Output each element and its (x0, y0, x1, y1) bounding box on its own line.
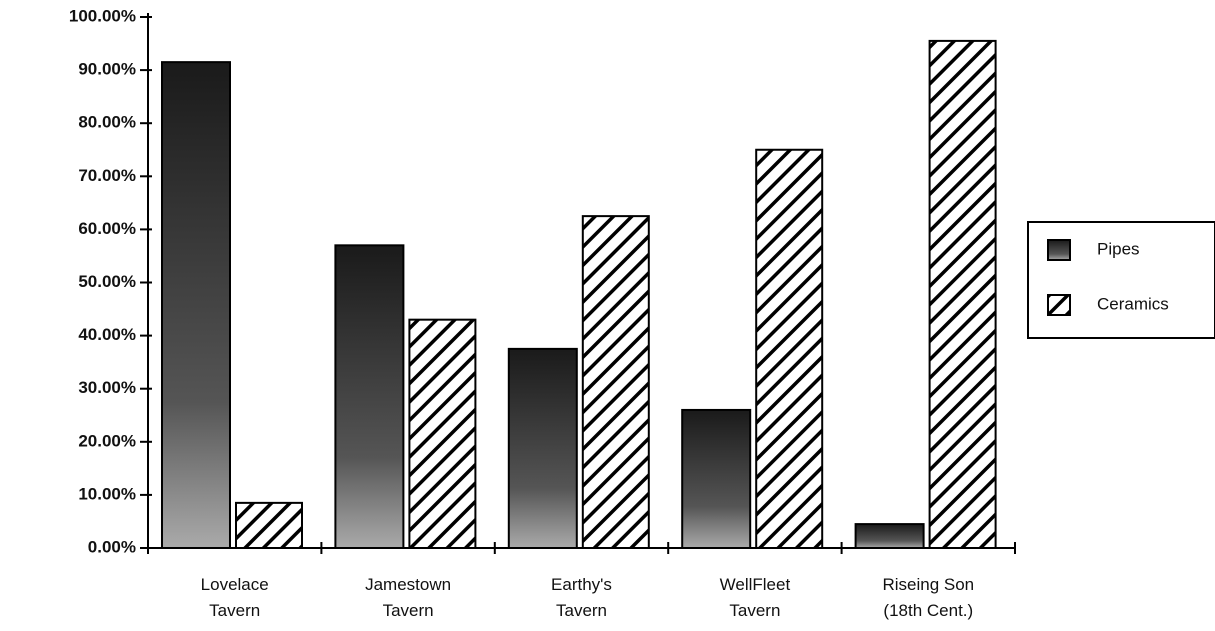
bar (334, 244, 405, 550)
x-tick-line: (18th Cent.) (883, 601, 973, 620)
x-tick-line: Tavern (729, 601, 780, 620)
x-tick-line: Jamestown (365, 575, 451, 594)
y-tick-label: 30.00% (78, 378, 136, 397)
x-tick-label: WellFleet Tavern (720, 575, 791, 620)
y-tick-label: 20.00% (78, 431, 136, 450)
x-tick-label: Riseing Son (18th Cent.) (882, 575, 974, 620)
y-tick-label: 40.00% (78, 325, 136, 344)
y-tick-label: 50.00% (78, 272, 136, 291)
bar (755, 148, 824, 549)
y-tick-label: 100.00% (69, 6, 136, 25)
x-tick-line: Earthy's (551, 575, 612, 594)
bar (408, 318, 477, 550)
bar (581, 215, 650, 549)
bar (681, 408, 752, 549)
y-tick-label: 90.00% (78, 60, 136, 79)
y-tick-label: 0.00% (88, 537, 136, 556)
x-tick-label: Earthy's Tavern (551, 575, 612, 620)
x-tick-line: Lovelace (201, 575, 269, 594)
y-tick-label: 10.00% (78, 484, 136, 503)
bar (854, 523, 925, 549)
x-tick-line: Tavern (556, 601, 607, 620)
bar (507, 347, 578, 549)
x-tick-line: Riseing Son (882, 575, 974, 594)
legend-label: Pipes (1097, 239, 1140, 258)
bar (161, 61, 231, 549)
y-tick-label: 70.00% (78, 166, 136, 185)
x-tick-line: WellFleet (720, 575, 791, 594)
legend-swatch (1047, 294, 1071, 316)
legend-label: Ceramics (1097, 294, 1169, 313)
y-tick-label: 60.00% (78, 219, 136, 238)
x-tick-label: Jamestown Tavern (365, 575, 451, 620)
y-tick-label: 80.00% (78, 113, 136, 132)
legend-box (1027, 221, 1215, 339)
bar (235, 501, 303, 549)
legend-swatch (1047, 239, 1071, 261)
bar (928, 39, 997, 550)
x-tick-line: Tavern (209, 601, 260, 620)
x-tick-label: Lovelace Tavern (201, 575, 269, 620)
x-tick-line: Tavern (383, 601, 434, 620)
